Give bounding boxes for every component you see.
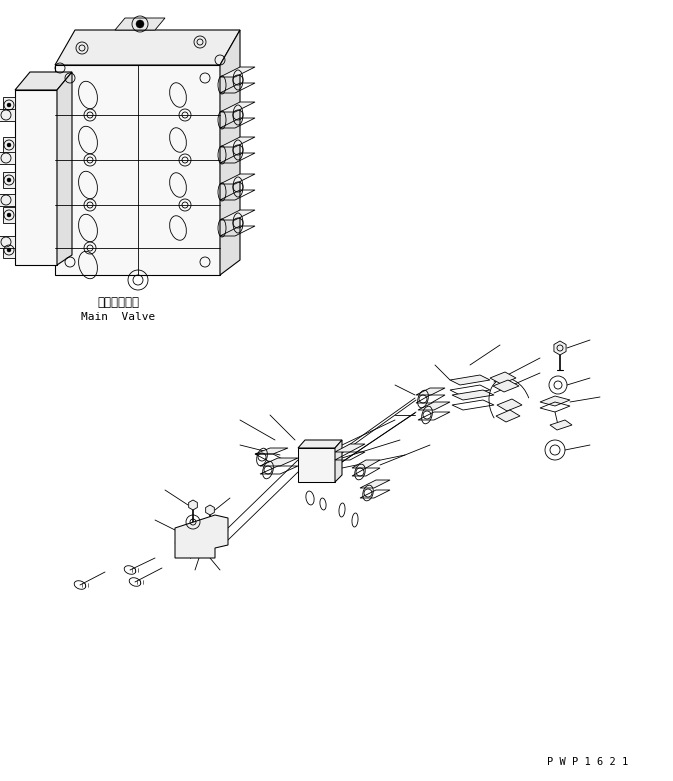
Circle shape xyxy=(7,213,11,217)
Polygon shape xyxy=(255,448,288,454)
Polygon shape xyxy=(220,102,255,112)
Polygon shape xyxy=(55,65,220,275)
Polygon shape xyxy=(260,458,298,466)
Polygon shape xyxy=(220,67,255,77)
Polygon shape xyxy=(497,399,522,411)
Polygon shape xyxy=(57,72,72,265)
Polygon shape xyxy=(0,236,15,248)
Polygon shape xyxy=(450,375,490,385)
Polygon shape xyxy=(335,444,365,452)
Polygon shape xyxy=(55,30,240,65)
Text: メインバルブ: メインバルブ xyxy=(97,297,139,309)
Polygon shape xyxy=(554,341,566,355)
Polygon shape xyxy=(3,242,15,258)
Circle shape xyxy=(7,178,11,182)
Polygon shape xyxy=(15,72,72,90)
Polygon shape xyxy=(496,410,520,422)
Polygon shape xyxy=(175,515,228,558)
Polygon shape xyxy=(550,420,572,430)
Polygon shape xyxy=(3,207,15,223)
Circle shape xyxy=(136,20,144,28)
Polygon shape xyxy=(206,505,214,515)
Polygon shape xyxy=(0,152,15,164)
Polygon shape xyxy=(298,440,342,448)
Polygon shape xyxy=(493,380,519,392)
Circle shape xyxy=(7,248,11,252)
Polygon shape xyxy=(188,500,197,510)
Text: P W P 1 6 2 1: P W P 1 6 2 1 xyxy=(547,757,629,767)
Polygon shape xyxy=(220,174,255,184)
Polygon shape xyxy=(298,448,335,482)
Text: Main  Valve: Main Valve xyxy=(81,312,155,322)
Polygon shape xyxy=(416,388,445,395)
Circle shape xyxy=(7,103,11,107)
Polygon shape xyxy=(220,210,255,220)
Polygon shape xyxy=(490,372,516,384)
Polygon shape xyxy=(3,172,15,188)
Polygon shape xyxy=(3,137,15,153)
Polygon shape xyxy=(3,97,15,113)
Polygon shape xyxy=(0,194,15,206)
Polygon shape xyxy=(540,396,570,406)
Polygon shape xyxy=(335,440,342,482)
Polygon shape xyxy=(418,402,450,410)
Polygon shape xyxy=(452,390,494,400)
Polygon shape xyxy=(220,137,255,147)
Circle shape xyxy=(7,143,11,147)
Polygon shape xyxy=(15,90,57,265)
Polygon shape xyxy=(115,18,165,30)
Polygon shape xyxy=(352,460,380,468)
Polygon shape xyxy=(360,480,390,488)
Polygon shape xyxy=(0,109,15,121)
Polygon shape xyxy=(220,30,240,275)
